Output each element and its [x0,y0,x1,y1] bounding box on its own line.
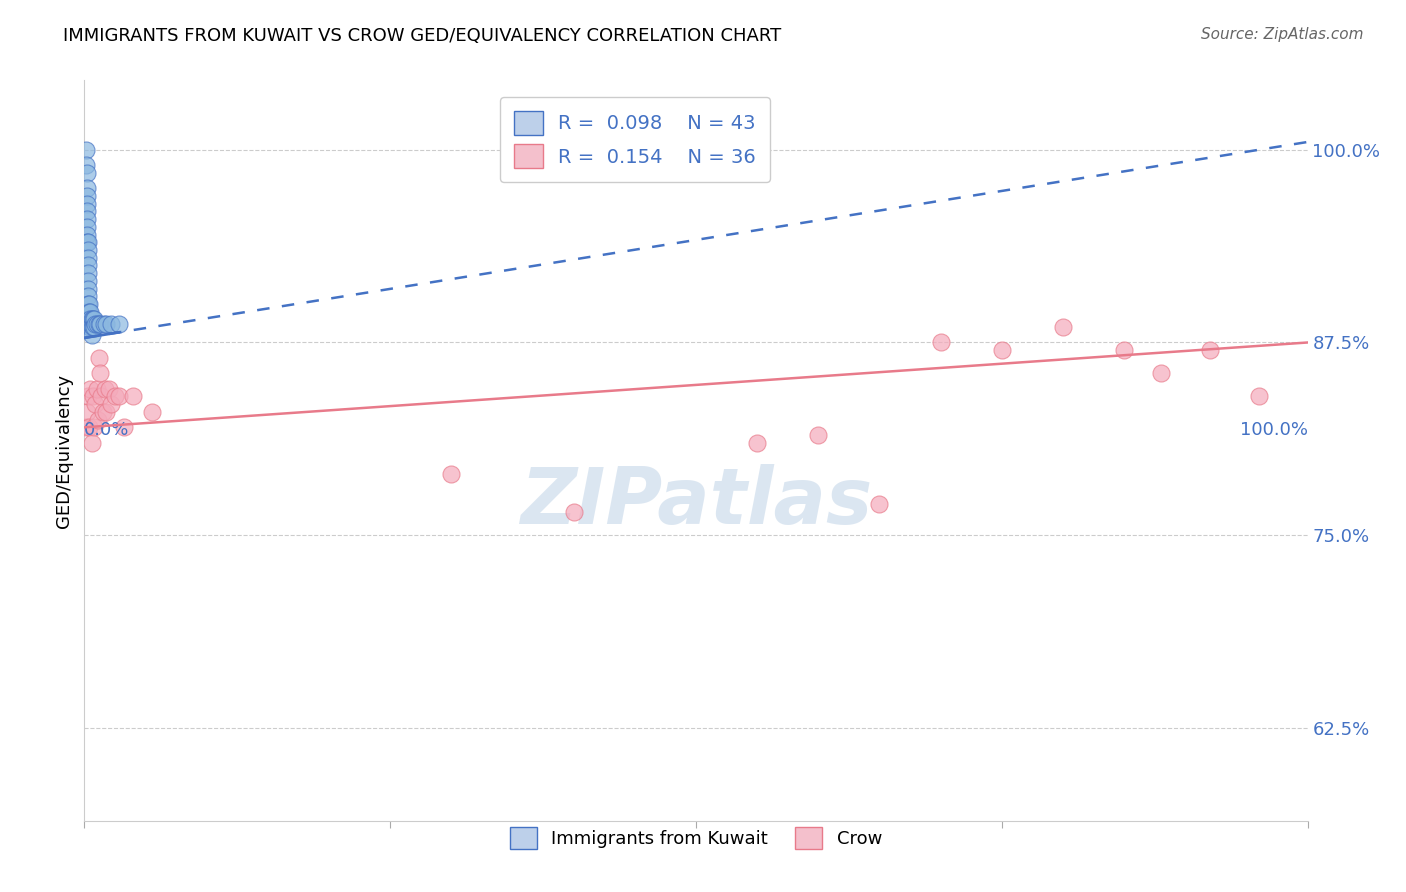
Point [112,420,135,434]
Point [77,258,100,272]
Point [96,317,118,331]
Point [1198,343,1220,358]
Point [77,312,100,326]
Y-axis label: GED/Equivalency: GED/Equivalency [55,374,73,527]
Point [79,312,101,326]
Point [86,382,108,396]
Point [107,389,129,403]
Point [76,204,98,219]
Point [90,389,112,403]
Point [77,304,100,318]
Point [75,420,97,434]
Point [84,317,107,331]
Point [96,405,118,419]
Point [440,467,463,481]
Point [80,435,103,450]
Point [93,317,115,331]
Point [77,389,100,403]
Point [87,351,110,365]
Point [89,317,111,331]
Point [77,297,100,311]
Point [747,435,769,450]
Point [75,143,97,157]
Point [91,405,114,419]
Point [562,505,585,519]
Point [87,317,110,331]
Point [97,382,120,396]
Text: 100.0%: 100.0% [1240,421,1308,439]
Point [77,251,100,265]
Point [77,297,100,311]
Point [83,420,105,434]
Point [86,317,108,331]
Point [94,382,117,396]
Point [929,335,952,350]
Point [82,320,104,334]
Point [79,382,101,396]
Point [76,196,98,211]
Point [80,327,103,342]
Point [76,166,98,180]
Point [107,317,129,331]
Point [104,389,127,403]
Point [75,158,97,172]
Point [77,289,100,303]
Text: IMMIGRANTS FROM KUWAIT VS CROW GED/EQUIVALENCY CORRELATION CHART: IMMIGRANTS FROM KUWAIT VS CROW GED/EQUIV… [63,27,782,45]
Point [79,304,101,318]
Point [76,235,98,250]
Legend: Immigrants from Kuwait, Crow: Immigrants from Kuwait, Crow [502,820,890,856]
Point [1247,389,1270,403]
Point [76,212,98,227]
Point [89,367,111,381]
Point [991,343,1014,358]
Point [76,405,98,419]
Point [80,312,103,326]
Point [76,219,98,234]
Text: 0.0%: 0.0% [84,421,129,439]
Point [1150,367,1173,381]
Point [1114,343,1136,358]
Point [83,312,105,326]
Point [1052,320,1074,334]
Point [869,498,891,512]
Point [122,389,145,403]
Point [77,420,100,434]
Point [807,428,830,442]
Point [77,320,100,334]
Point [84,397,107,411]
Point [76,189,98,203]
Point [77,274,100,288]
Point [77,235,100,250]
Point [82,389,104,403]
Point [83,320,105,334]
Text: Source: ZipAtlas.com: Source: ZipAtlas.com [1201,27,1364,42]
Point [77,304,100,318]
Point [77,266,100,280]
Point [82,312,104,326]
Text: ZIPatlas: ZIPatlas [520,464,872,541]
Point [76,181,98,195]
Point [80,320,103,334]
Point [100,397,122,411]
Point [87,412,110,426]
Point [76,227,98,242]
Point [141,405,163,419]
Point [77,281,100,295]
Point [100,317,122,331]
Point [79,320,101,334]
Point [77,243,100,257]
